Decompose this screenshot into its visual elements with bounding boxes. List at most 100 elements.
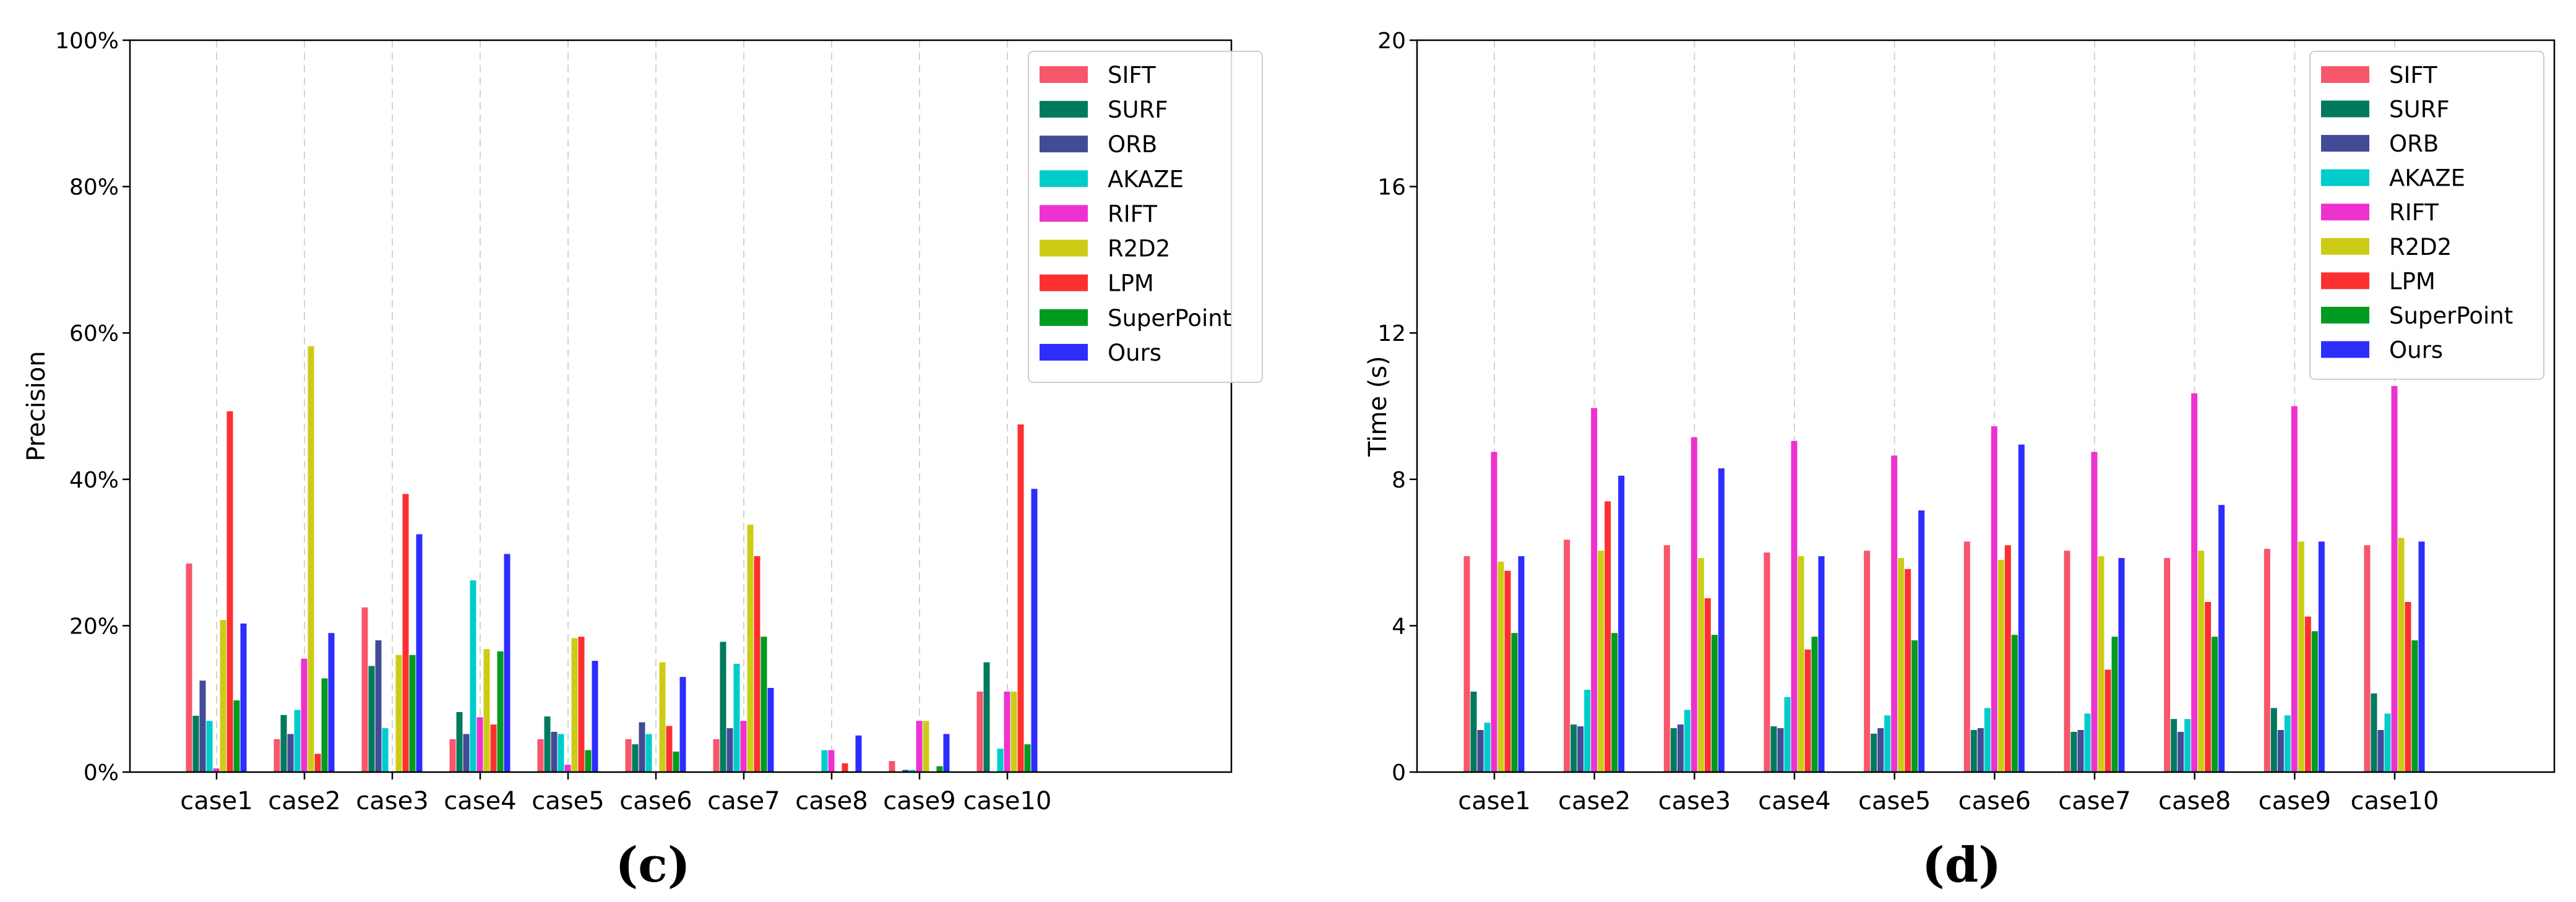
bar-superpoint-case9 bbox=[936, 766, 943, 772]
bar-surf-case5 bbox=[544, 716, 551, 772]
legend-label-ours: Ours bbox=[2389, 337, 2443, 363]
bar-superpoint-case4 bbox=[497, 651, 504, 772]
legend-swatch-surf bbox=[2321, 100, 2369, 118]
y-tick-label: 8 bbox=[1392, 468, 1406, 493]
bar-ours-case2 bbox=[328, 633, 335, 772]
legend-swatch-superpoint bbox=[1040, 309, 1088, 326]
bar-sift-case7 bbox=[2064, 551, 2070, 772]
bar-sift-case8 bbox=[2164, 557, 2171, 772]
bar-akaze-case8 bbox=[2184, 719, 2191, 772]
x-tick-label: case5 bbox=[532, 787, 604, 815]
legend-label-r2d2: R2D2 bbox=[1108, 236, 1170, 262]
bar-rift-case1 bbox=[1491, 452, 1497, 772]
bar-orb-case3 bbox=[375, 640, 382, 772]
bar-superpoint-case2 bbox=[321, 678, 328, 772]
legend-swatch-superpoint bbox=[2321, 306, 2369, 324]
bar-rift-case2 bbox=[301, 658, 308, 772]
bar-surf-case4 bbox=[1770, 726, 1777, 772]
bar-superpoint-case10 bbox=[2411, 640, 2418, 772]
bar-r2d2-case1 bbox=[220, 619, 226, 772]
bar-sift-case10 bbox=[2364, 545, 2371, 772]
legend-label-r2d2: R2D2 bbox=[2389, 234, 2452, 260]
bar-lpm-case7 bbox=[754, 556, 760, 772]
legend-label-lpm: LPM bbox=[2389, 268, 2436, 294]
bar-superpoint-case3 bbox=[1711, 635, 1718, 772]
legend-swatch-rift bbox=[2321, 204, 2369, 221]
legend-swatch-lpm bbox=[1040, 274, 1088, 291]
legend-label-rift: RIFT bbox=[1108, 200, 1157, 227]
bar-surf-case3 bbox=[368, 666, 375, 772]
legend-label-lpm: LPM bbox=[1108, 270, 1154, 297]
bar-rift-case1 bbox=[213, 768, 220, 772]
bar-rift-case8 bbox=[2191, 393, 2198, 772]
bar-ours-case10 bbox=[1031, 489, 1038, 772]
y-tick-label: 60% bbox=[69, 321, 119, 346]
bar-orb-case9 bbox=[2277, 729, 2284, 772]
bar-rift-case4 bbox=[476, 717, 483, 772]
bar-orb-case9 bbox=[902, 770, 909, 772]
legend-swatch-ours bbox=[2321, 341, 2369, 358]
legend-swatch-orb bbox=[2321, 135, 2369, 152]
x-tick-label: case3 bbox=[1658, 787, 1731, 815]
bar-sift-case1 bbox=[186, 563, 192, 772]
bar-ours-case7 bbox=[2118, 557, 2125, 772]
bar-sift-case2 bbox=[274, 739, 280, 772]
bar-orb-case5 bbox=[1877, 728, 1884, 772]
bar-ours-case4 bbox=[504, 554, 510, 772]
legend-swatch-akaze bbox=[1040, 170, 1088, 187]
bar-surf-case7 bbox=[720, 642, 726, 772]
bar-lpm-case10 bbox=[1017, 424, 1024, 772]
bar-rift-case5 bbox=[564, 765, 571, 772]
bar-superpoint-case2 bbox=[1611, 633, 1618, 772]
panel-label: (c) bbox=[615, 837, 690, 893]
legend-swatch-sift bbox=[1040, 66, 1088, 83]
x-tick-label: case10 bbox=[2351, 787, 2439, 815]
plot-frame bbox=[129, 39, 1233, 773]
bar-surf-case10 bbox=[983, 662, 990, 772]
bar-superpoint-case7 bbox=[2111, 637, 2118, 772]
x-tick-label: case1 bbox=[180, 787, 252, 815]
bar-rift-case9 bbox=[2291, 406, 2298, 772]
bar-akaze-case9 bbox=[909, 770, 916, 772]
bar-lpm-case5 bbox=[578, 637, 585, 772]
bar-rift-case9 bbox=[916, 721, 923, 772]
y-axis-title: Precision bbox=[22, 351, 51, 461]
bar-lpm-case9 bbox=[2304, 616, 2311, 772]
bar-sift-case6 bbox=[625, 739, 632, 772]
bar-lpm-case5 bbox=[1905, 569, 1911, 772]
bar-ours-case5 bbox=[592, 661, 598, 772]
legend-label-akaze: AKAZE bbox=[1108, 166, 1184, 192]
bar-orb-case5 bbox=[551, 731, 558, 772]
y-tick-label: 0% bbox=[84, 760, 119, 786]
bar-rift-case4 bbox=[1791, 440, 1798, 772]
bar-rift-case6 bbox=[1991, 426, 1997, 772]
bar-ours-case6 bbox=[2018, 444, 2025, 772]
legend-swatch-sift bbox=[2321, 66, 2369, 83]
bar-r2d2-case5 bbox=[1898, 557, 1905, 772]
legend-label-akaze: AKAZE bbox=[2389, 165, 2465, 192]
x-tick-label: case9 bbox=[2259, 787, 2331, 815]
bar-akaze-case5 bbox=[1884, 715, 1891, 772]
x-tick-label: case4 bbox=[444, 787, 516, 815]
bar-r2d2-case6 bbox=[659, 662, 666, 772]
bar-orb-case4 bbox=[1777, 728, 1784, 772]
y-tick-label: 20 bbox=[1377, 28, 1406, 54]
x-tick-label: case4 bbox=[1758, 787, 1830, 815]
x-tick-label: case6 bbox=[1958, 787, 2031, 815]
legend-swatch-lpm bbox=[2321, 272, 2369, 290]
bar-rift-case10 bbox=[2391, 385, 2398, 772]
bar-lpm-case4 bbox=[490, 724, 497, 772]
bar-surf-case6 bbox=[632, 744, 639, 772]
bar-lpm-case3 bbox=[1704, 598, 1711, 772]
bar-akaze-case2 bbox=[1584, 689, 1591, 772]
bar-akaze-case7 bbox=[733, 663, 740, 772]
bar-lpm-case4 bbox=[1804, 649, 1811, 772]
bar-superpoint-case4 bbox=[1811, 637, 1818, 772]
x-tick-label: case5 bbox=[1858, 787, 1931, 815]
legend-label-sift: SIFT bbox=[1108, 62, 1156, 88]
bar-lpm-case1 bbox=[226, 411, 233, 772]
y-tick-label: 12 bbox=[1377, 321, 1406, 346]
bar-surf-case9 bbox=[2270, 708, 2277, 772]
bar-orb-case2 bbox=[287, 734, 294, 772]
